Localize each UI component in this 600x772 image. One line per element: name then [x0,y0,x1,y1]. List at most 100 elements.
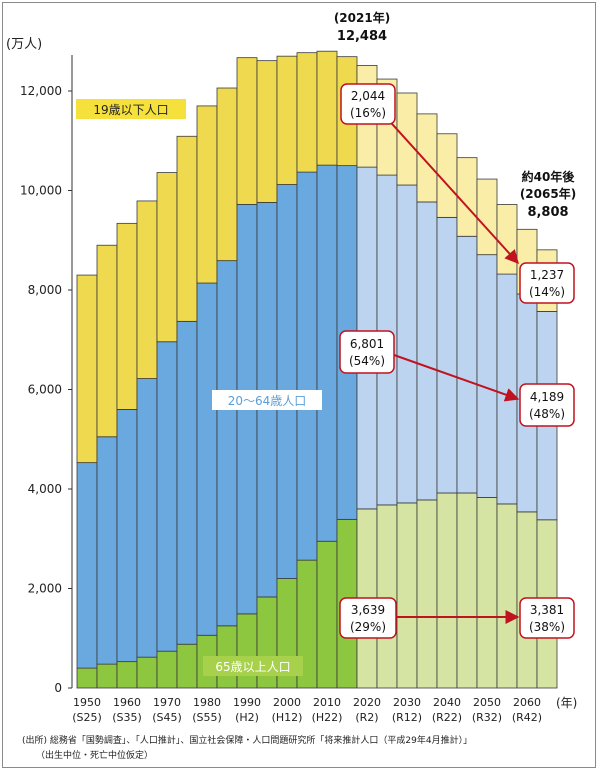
label-young: 19歳以下人口 [93,103,168,117]
bar-young-1980 [196,105,218,284]
callout-elder-2021-pct: (29%) [350,620,386,634]
arrow-working [393,354,520,402]
callout-elder-2065-value: 3,381 [530,603,564,617]
bar-elder-2030 [396,502,418,689]
source-note-line2: （出生中位・死亡中位仮定） [36,751,154,761]
y-tick-label: 12,000 [20,84,62,98]
peak-value-label: 12,484 [337,29,387,44]
x-tick-label-year: 2000 [273,696,301,709]
y-tick-label: 4,000 [28,482,62,496]
x-tick-label-year: 1950 [73,696,101,709]
y-tick-label: 6,000 [28,383,62,397]
bar-young-2010 [316,50,338,166]
bar-elder-2050 [476,497,498,689]
x-tick-label-year: 2030 [393,696,421,709]
bar-young-2050 [476,178,498,256]
x-tick-label-era: (R12) [392,711,422,724]
bar-working-1975 [176,320,198,645]
label-elder-bg [203,656,303,676]
callout-working-2065-value: 4,189 [530,390,564,404]
bar-elder-2045 [456,492,478,689]
bar-working-2050 [476,254,498,498]
bar-elder-1965 [136,656,158,689]
bar-working-2030 [396,184,418,504]
y-axis: 0 2,000 4,000 6,000 8,000 10,000 12,000 [20,55,73,695]
bar-elder-1955 [96,663,118,689]
bar-young-2000 [276,55,298,185]
callout-elder-2065: 3,381 (38%) [519,597,575,639]
label-young-bg [76,99,186,119]
x-tick-label-era: (S35) [112,711,142,724]
bar-young-1960 [116,222,138,410]
callout-working-2021-value: 6,801 [350,337,384,351]
x-tick-label-era: (H2) [235,711,259,724]
callout-young-2021: 2,044 (16%) [340,83,396,125]
future-label-3: 8,808 [527,205,568,220]
bar-working-2055 [496,273,518,505]
bar-elder-1950 [76,667,98,689]
bar-elder-1975 [176,643,198,689]
arrow-young [383,114,519,265]
label-working: 20～64歳人口 [228,394,307,408]
bar-young-2005 [296,52,318,173]
label-elder: 65歳以上人口 [215,660,290,674]
x-tick-label-era: (H12) [272,711,303,724]
source-note-line1: (出所) 総務省「国勢調査」、「人口推計」、国立社会保障・人口問題研究所「将来推… [22,736,473,746]
callout-working-2021: 6,801 (54%) [339,330,395,374]
bar-young-2035 [416,113,438,203]
bar-elder-1990 [236,613,258,689]
callout-elder-2021-value: 3,639 [351,603,385,617]
bar-working-2010 [316,164,338,542]
bar-working-1960 [116,408,138,663]
bar-young-1955 [96,244,118,438]
x-tick-label-era: (S25) [72,711,102,724]
bar-working-1950 [76,462,98,669]
bar-young-1985 [216,87,238,262]
future-label-1: 約40年後 [522,169,576,184]
label-working-bg [212,390,322,410]
y-tick-label: 2,000 [28,582,62,596]
bar-elder-2040 [436,492,458,689]
callout-working-2065-pct: (48%) [529,407,565,421]
callout-elder-2021: 3,639 (29%) [339,597,397,639]
bar-elder-2010 [316,540,338,689]
bars-group [76,50,558,689]
y-tick-label: 0 [54,681,62,695]
callout-young-2021-value: 2,044 [351,89,385,103]
x-tick-label-era: (R22) [432,711,462,724]
bar-working-1980 [196,282,218,636]
bar-elder-1970 [156,650,178,689]
bar-working-1965 [136,378,158,658]
callout-young-2065: 1,237 (14%) [519,262,575,304]
x-tick-label-era: (H22) [312,711,343,724]
bar-working-2035 [416,201,438,501]
bar-working-2000 [276,184,298,579]
bar-elder-2055 [496,503,518,689]
bar-elder-2035 [416,499,438,689]
x-tick-label-year: 1960 [113,696,141,709]
y-tick-label: 10,000 [20,184,62,198]
bar-young-1995 [256,60,278,203]
x-tick-label-year: 2060 [513,696,541,709]
bar-working-2040 [436,216,458,494]
callout-young-2065-pct: (14%) [529,285,565,299]
callout-working-2021-pct: (54%) [349,354,385,368]
x-tick-label-era: (S45) [152,711,182,724]
bar-young-1975 [176,135,198,322]
bar-young-1970 [156,172,178,343]
x-tick-label-year: 1970 [153,696,181,709]
bar-young-2045 [456,157,478,237]
bar-young-1990 [236,57,258,205]
bar-working-1955 [96,436,118,665]
bar-working-1970 [156,341,178,652]
y-tick-label: 8,000 [28,283,62,297]
bar-elder-2025 [376,504,398,689]
bar-working-1985 [216,260,238,627]
callout-elder-2065-pct: (38%) [529,620,565,634]
bar-young-1965 [136,200,158,379]
x-tick-label-year: 2050 [473,696,501,709]
x-tick-label-year: 1990 [233,696,261,709]
y-unit-label: (万人) [6,37,42,52]
peak-year-label: (2021年) [334,10,390,25]
